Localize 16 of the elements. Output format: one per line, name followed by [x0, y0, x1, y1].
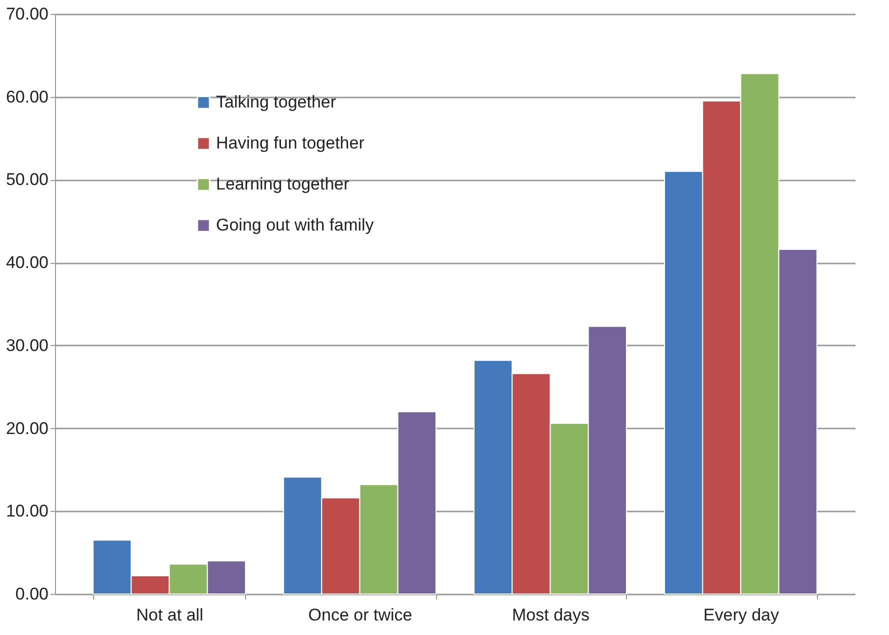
y-tick-label: 0.00	[15, 584, 48, 604]
legend-label: Having fun together	[216, 134, 365, 152]
y-tick-label: 30.00	[6, 336, 48, 355]
x-tick-label: Most days	[512, 606, 590, 624]
y-tick-label: 10.00	[6, 502, 48, 521]
x-tick-label: Every day	[703, 606, 780, 624]
x-tick-label: Once or twice	[308, 606, 412, 624]
y-tick-label: 70.00	[6, 4, 48, 24]
legend-label: Going out with family	[216, 216, 374, 234]
y-tick-label: 50.00	[6, 170, 48, 190]
legend-label: Talking together	[216, 92, 336, 112]
y-tick-label: 40.00	[6, 253, 48, 272]
x-tick-label: Not at all	[136, 606, 204, 624]
y-tick-label: 60.00	[6, 87, 48, 106]
legend-label: Learning together	[216, 174, 350, 194]
y-tick-label: 20.00	[6, 418, 48, 438]
